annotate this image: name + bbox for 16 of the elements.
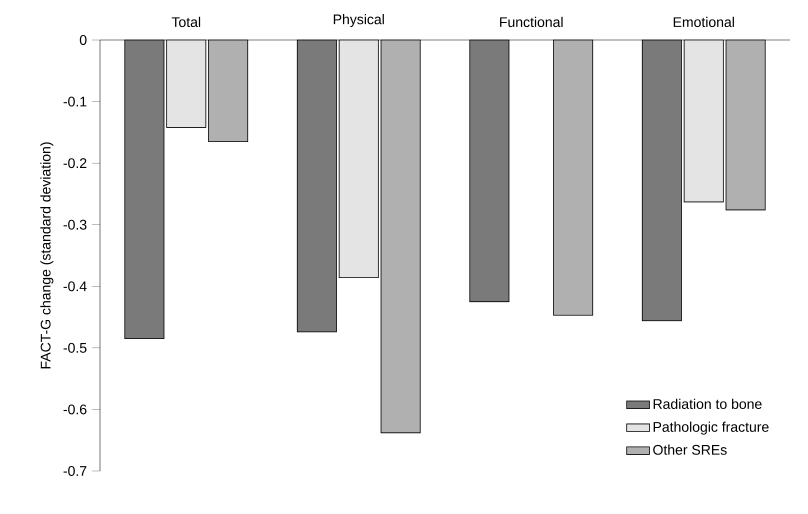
y-tick-label: -0.7 [64, 466, 86, 476]
legend-label: Other SREs [653, 444, 727, 455]
y-tick-label: -0.4 [64, 281, 87, 292]
legend-label: Pathologic fracture [654, 422, 769, 435]
x-tick-label: Physical [334, 14, 384, 28]
y-tick-label: -0.1 [64, 96, 86, 107]
x-tick-label: Functional [500, 16, 563, 28]
y-tick-label: -0.2 [64, 158, 86, 168]
legend-label: Radiation to bone [654, 398, 762, 409]
x-tick-label: Total [172, 16, 200, 28]
y-tick-label: -0.6 [64, 404, 86, 414]
y-axis-title: FACT-G change (standard deviation) [40, 142, 54, 368]
y-tick-label: -0.3 [64, 220, 86, 230]
y-tick-label: 0 [80, 35, 87, 45]
y-tick-label: -0.5 [64, 342, 86, 353]
x-tick-label: Emotional [674, 16, 734, 28]
